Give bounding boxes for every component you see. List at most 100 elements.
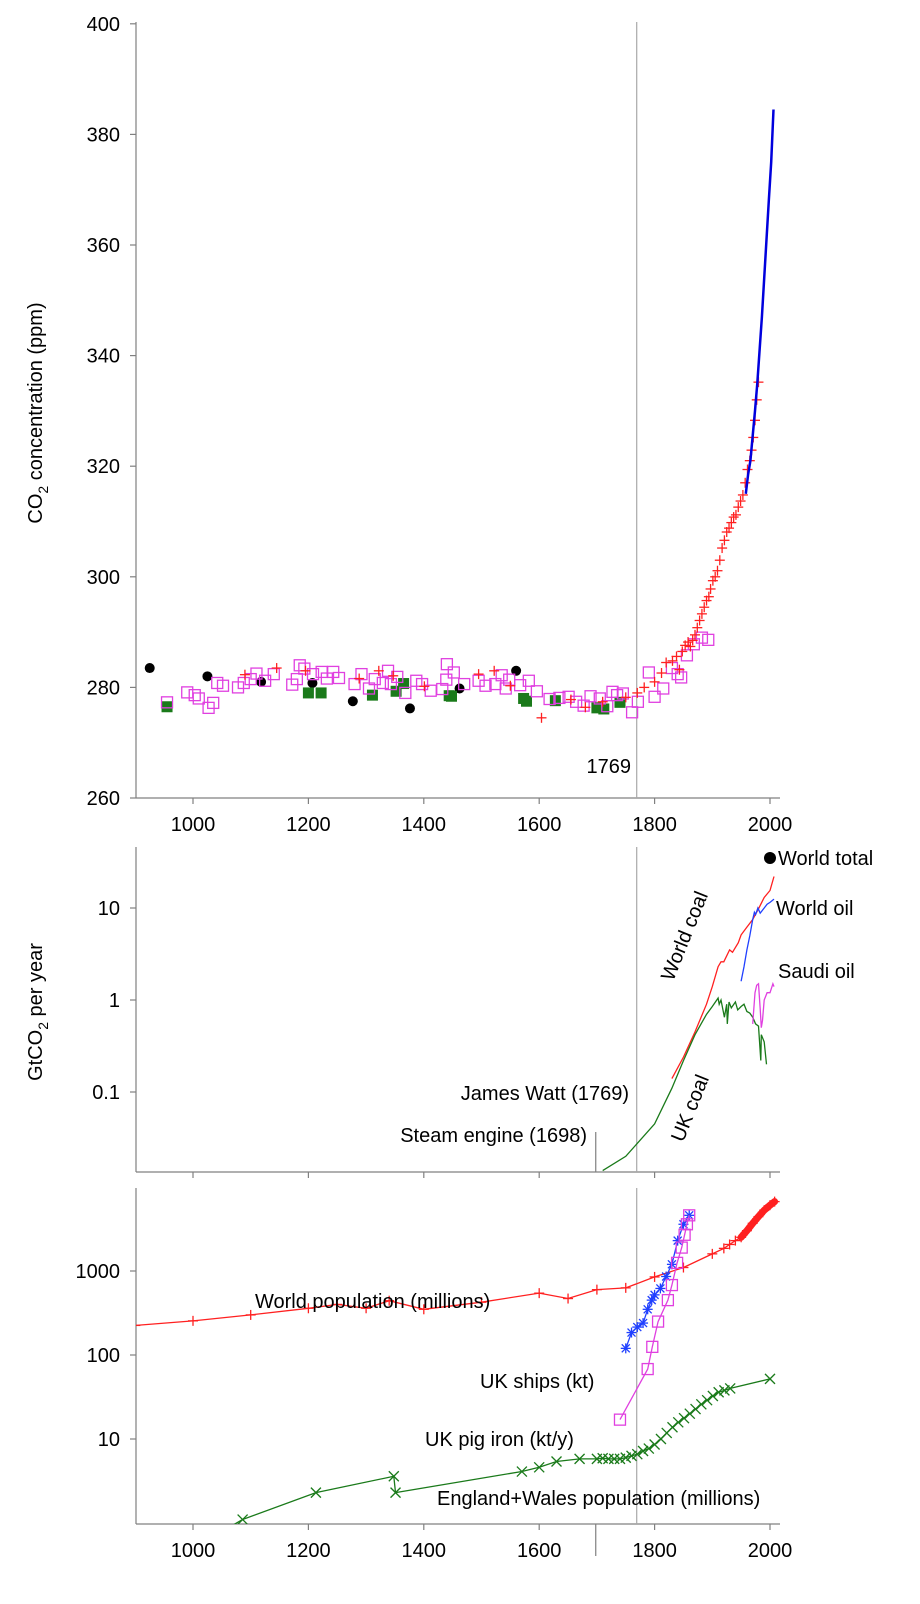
p1-point-red-43 [724, 523, 735, 534]
p1-point-magenta-31 [399, 686, 412, 700]
p1-point-black-2-shape [256, 676, 267, 687]
p2-y-tick-label-1: 1 [109, 990, 120, 1012]
p3-point-green-10-b [597, 1452, 609, 1464]
p3-point-green-28 [701, 1394, 713, 1406]
p1-point-green-12 [598, 703, 610, 715]
p1-point-red-35 [705, 583, 716, 594]
p1-y-tick-label-300: 300 [87, 567, 120, 589]
p3-point-green-32-b [724, 1382, 736, 1394]
x-tick-label-1800: 1800 [632, 1540, 677, 1562]
p1-point-red-16 [639, 682, 650, 693]
p1-point-magenta-22-shape [332, 671, 346, 685]
p2-line-magenta [752, 981, 775, 1028]
p1-point-magenta-30 [391, 670, 404, 684]
p1-point-red-2 [300, 665, 311, 676]
p3-point-green-27-b [695, 1398, 707, 1410]
james-watt-label: James Watt (1769) [461, 1083, 629, 1105]
p3-point-green-17 [637, 1445, 649, 1457]
p3-point-red-15 [707, 1248, 718, 1259]
mauna-loa-line [744, 109, 775, 494]
p1-point-magenta-35-shape [436, 682, 449, 696]
p3-point-green-25 [684, 1408, 696, 1420]
p1-point-red-8 [489, 665, 500, 676]
p3-point-magenta-1 [641, 1362, 654, 1376]
world-population-recent-band [737, 1198, 779, 1241]
p3-point-green-32 [724, 1382, 736, 1394]
p1-point-green-4-shape [390, 685, 402, 697]
p1-point-magenta-24 [355, 667, 368, 681]
p1-point-magenta-55-shape [593, 692, 606, 705]
p3-x-tick-labels: 1000 1200 1400 1600 1800 2000 [171, 1540, 793, 1562]
p1-point-red-32 [699, 602, 710, 613]
uk-pig-iron-label: UK pig iron (kt/y) [425, 1429, 574, 1451]
p3-point-green-1-b [237, 1514, 249, 1524]
p1-point-red-14 [620, 692, 631, 703]
p2-line-green [602, 996, 768, 1172]
p3-point-blue-7-b [655, 1283, 665, 1293]
p1-point-magenta-27-shape [376, 676, 389, 690]
p3-point-red-4 [332, 1299, 343, 1310]
p3-y-tick-label-1000: 1000 [76, 1261, 121, 1283]
x-tick-label-1600: 1600 [517, 814, 562, 836]
p3-point-green-7-b [551, 1456, 562, 1467]
p3-point-magenta-10 [683, 1209, 696, 1222]
p1-point-red-41 [719, 535, 730, 546]
p1-point-magenta-3-shape [192, 692, 205, 705]
p3-point-magenta-4-shape [661, 1293, 675, 1307]
p1-point-red-3 [354, 673, 365, 684]
p1-point-red-46 [730, 509, 741, 520]
p3-point-green-24 [678, 1412, 690, 1424]
p1-point-magenta-20-shape [320, 672, 334, 685]
p1-point-magenta-59 [616, 687, 630, 700]
p3-point-magenta-1-shape [641, 1362, 654, 1376]
p3-point-blue-2-b [632, 1322, 642, 1332]
p3-point-green-23 [672, 1416, 684, 1428]
ew-population-label: England+Wales population (millions) [437, 1488, 760, 1510]
p3-point-green-25-b [684, 1408, 696, 1420]
p1-point-green-5-shape [398, 678, 410, 690]
p1-point-magenta-53-shape [577, 699, 590, 712]
p1-point-magenta-20 [320, 672, 334, 685]
p1-point-magenta-53 [577, 699, 590, 712]
p3-point-green-4 [390, 1487, 401, 1499]
p1-series-green [161, 678, 626, 715]
p3-axis-ticks [130, 1270, 771, 1530]
p3-point-green-27 [695, 1398, 707, 1410]
p3-point-magenta-2 [646, 1340, 659, 1354]
p1-point-magenta-49-shape [543, 692, 556, 706]
p3-point-magenta-9-shape [680, 1218, 694, 1231]
p1-point-magenta-27 [376, 676, 389, 690]
x-tick-label-1800: 1800 [632, 814, 677, 836]
p1-point-red-47 [733, 502, 744, 513]
p3-point-magenta-7 [675, 1241, 688, 1254]
p1-point-red-40 [717, 543, 728, 554]
p3-point-red-2 [245, 1309, 256, 1320]
p3-point-green-2-b [310, 1487, 322, 1499]
p1-point-magenta-60-shape [625, 706, 639, 719]
p1-point-red-30 [694, 615, 705, 626]
p3-point-blue-7 [655, 1283, 666, 1294]
p1-point-magenta-49 [543, 692, 556, 706]
p1-point-green-12-shape [598, 703, 610, 715]
world-population-label: World population (millions) [255, 1291, 490, 1313]
p3-point-green-8-b [574, 1453, 586, 1465]
p3-point-red-0 [136, 1324, 141, 1327]
p1-point-black-1 [202, 671, 213, 682]
p1-point-red-31 [696, 608, 707, 619]
p1-point-green-3-shape [366, 689, 378, 701]
p1-point-magenta-48-shape [530, 685, 544, 698]
p1-point-magenta-38-shape [447, 666, 460, 679]
p1-point-red-18 [656, 668, 667, 679]
p3-point-green-33-b [764, 1373, 776, 1385]
p1-point-magenta-13 [267, 667, 280, 681]
p1-point-green-13-shape [614, 696, 626, 708]
p1-point-magenta-56-shape [601, 700, 614, 713]
p1-point-red-29 [692, 622, 703, 633]
p1-point-magenta-66-shape [671, 667, 684, 681]
population-industry-chart: 10 100 1000 1000 1200 1400 1600 1800 2000 World… [76, 1188, 793, 1562]
p1-y-tick-labels: 260 280 300 320 340 360 380 400 [87, 14, 120, 810]
p1-point-red-19 [661, 657, 672, 668]
p1-point-magenta-59-shape [616, 687, 630, 700]
